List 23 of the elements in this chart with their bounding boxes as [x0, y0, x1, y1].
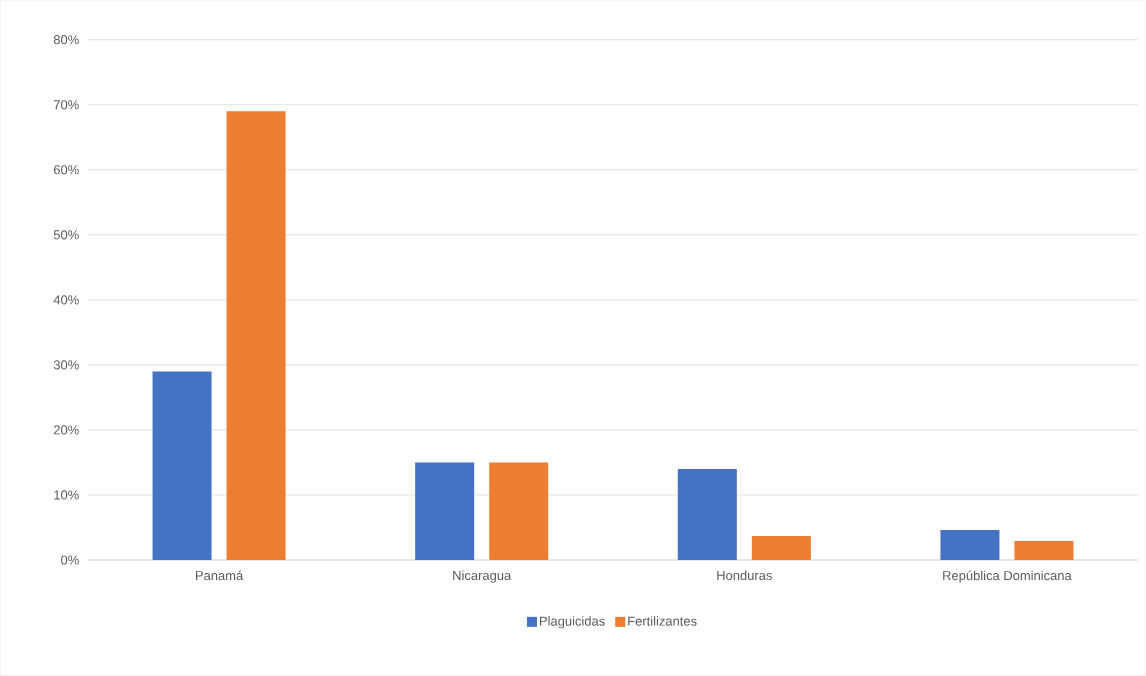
y-tick-label: 0%	[61, 555, 79, 565]
y-tick-label: 60%	[53, 165, 79, 175]
bar	[677, 469, 737, 561]
y-tick-label: 70%	[53, 100, 79, 110]
bar	[152, 371, 212, 561]
y-tick-label: 50%	[53, 230, 79, 240]
y-tick-label: 20%	[53, 425, 79, 435]
y-tick-label: 30%	[53, 360, 79, 370]
y-tick-label: 40%	[53, 295, 79, 305]
bar	[751, 536, 811, 561]
legend-label: Plaguicidas	[540, 616, 605, 629]
bar	[226, 111, 286, 561]
x-tick-label: Nicaragua	[453, 570, 512, 583]
bar	[415, 462, 475, 561]
x-tick-label: República Dominicana	[943, 570, 1072, 583]
legend-label: Fertilizantes	[628, 616, 697, 626]
x-tick-label: Honduras	[717, 570, 772, 581]
bar	[940, 530, 1000, 561]
bar	[1014, 541, 1074, 561]
y-tick-label: 80%	[53, 35, 79, 45]
y-tick-label: 10%	[54, 490, 79, 500]
x-tick-label: Panamá	[196, 570, 244, 581]
bar	[489, 462, 549, 561]
